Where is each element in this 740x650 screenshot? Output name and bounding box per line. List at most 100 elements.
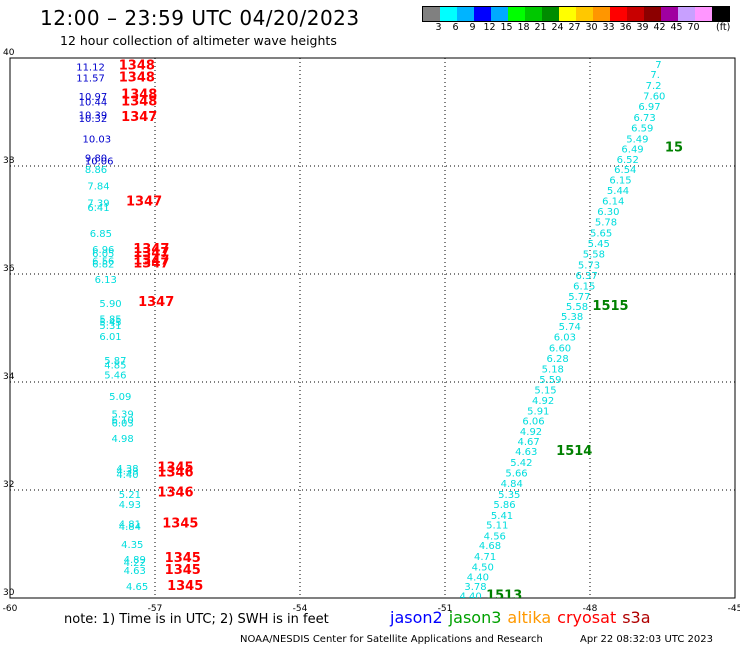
color-swatch [695, 7, 712, 21]
pass-time-label: 1347 [138, 295, 174, 310]
wave-height-point: 5.49 [626, 134, 648, 145]
wave-height-point: 4.98 [112, 434, 134, 445]
wave-height-point: 5.87 [104, 356, 126, 367]
pass-time-label: 1347 [133, 257, 169, 272]
x-tick-label: -48 [583, 604, 598, 614]
color-swatch [661, 7, 678, 21]
y-tick-label: 38 [3, 156, 15, 166]
pass-time-label: 1347 [121, 110, 157, 125]
pass-time-label: 1345 [162, 516, 198, 531]
color-scale-label: 24 [551, 22, 564, 33]
wave-height-point: 6.54 [614, 165, 636, 176]
wave-height-point: 6.59 [631, 124, 653, 135]
wave-height-point: 4.40 [467, 572, 489, 583]
wave-height-point: 4.84 [119, 522, 141, 533]
color-swatch [576, 7, 593, 21]
wave-height-point: 5.11 [486, 521, 508, 532]
wave-height-point: 6.10 [112, 415, 134, 426]
wave-height-point: 6.15 [573, 281, 595, 292]
color-scale-unit: (ft) [716, 22, 731, 33]
color-scale-label: 15 [500, 22, 513, 33]
wave-height-point: 4.40 [116, 470, 138, 481]
color-swatch [712, 7, 729, 21]
wave-height-point: 6.96 [92, 245, 114, 256]
pass-time-label: 1348 [119, 59, 155, 74]
wave-height-point: 5.45 [588, 239, 610, 250]
y-tick-label: 32 [3, 480, 14, 490]
color-scale-label: 33 [602, 22, 615, 33]
color-swatch [644, 7, 661, 21]
wave-height-point: 11.57 [76, 73, 105, 84]
color-swatch [593, 7, 610, 21]
wave-height-point: 6.15 [609, 176, 631, 187]
color-scale-label: 27 [568, 22, 581, 33]
wave-height-point: 6.60 [549, 343, 571, 354]
wave-height-point: 5.74 [559, 322, 581, 333]
y-tick-label: 30 [3, 588, 15, 598]
wave-height-point: 5.44 [607, 186, 629, 197]
satellite-legend-s3a: s3a [622, 608, 651, 627]
color-scale-labels: 3 6 9 12 15 18 21 24 27 30 33 36 39 42 45 70 [422, 22, 702, 33]
color-scale-label: 45 [670, 22, 683, 33]
wave-height-point: 5.41 [491, 511, 513, 522]
wave-height-point: 5.38 [561, 312, 583, 323]
wave-height-point: 5.21 [119, 490, 141, 501]
color-scale-label: 70 [687, 22, 700, 33]
color-swatch [559, 7, 576, 21]
wave-height-point: 4.92 [532, 396, 554, 407]
color-scale-label: 3 [435, 22, 442, 33]
x-tick-label: -51 [438, 604, 453, 614]
wave-height-point: 5.90 [99, 299, 121, 310]
wave-height-point: 6.01 [99, 332, 121, 343]
satellite-legend-jason3: jason3 [448, 608, 502, 627]
wave-height-point: 5.59 [539, 375, 561, 386]
wave-height-point: 4.65 [126, 582, 148, 593]
wave-height-point: 5.58 [583, 249, 605, 260]
color-scale-label: 9 [469, 22, 476, 33]
wave-height-point: 5.39 [112, 409, 134, 420]
pass-time-label: 1514 [556, 444, 592, 459]
wave-height-point: 6.97 [638, 102, 660, 113]
color-scale-label: 6 [452, 22, 459, 33]
wave-height-point: 4.84 [501, 479, 523, 490]
wave-height-point: 5.86 [493, 500, 515, 511]
wave-height-point: 4.93 [119, 500, 141, 511]
wave-height-point: 4.85 [104, 361, 126, 372]
satellite-legend-jason2: jason2 [390, 608, 443, 627]
color-swatch [508, 7, 525, 21]
color-scale-bar [422, 6, 730, 22]
wave-height-point: 7.2 [646, 81, 662, 92]
x-tick-label: -60 [3, 604, 18, 614]
wave-height-point: 6.49 [621, 145, 643, 156]
pass-time-label: 1347 [133, 254, 169, 269]
wave-height-point: 7 [655, 60, 661, 71]
pass-time-label: 15 [665, 141, 683, 156]
wave-height-point: 5.77 [568, 292, 590, 303]
wave-height-point: 4.89 [124, 555, 146, 566]
wave-height-point: 3.78 [464, 582, 486, 593]
color-swatch [440, 7, 457, 21]
color-scale-label: 39 [636, 22, 649, 33]
color-scale-label: 12 [483, 22, 496, 33]
pass-time-label: 1348 [119, 70, 155, 85]
color-scale-label: 30 [585, 22, 598, 33]
color-swatch [491, 7, 508, 21]
plot-frame [9, 57, 736, 599]
satellite-legend-altika: altika [507, 608, 552, 627]
y-tick-label: 36 [3, 264, 15, 274]
wave-height-point: 4.71 [474, 552, 496, 563]
wave-height-point: 10.39 [79, 111, 108, 122]
wave-height-point: 6.28 [547, 354, 569, 365]
wave-height-point: 7.84 [87, 181, 109, 192]
wave-height-point: 4.81 [119, 519, 141, 530]
pass-time-label: 1345 [165, 563, 201, 578]
pass-time-label: 1513 [486, 588, 522, 603]
wave-height-point: 5.18 [542, 365, 564, 376]
footnote: note: 1) Time is in UTC; 2) SWH is in fe… [64, 612, 329, 627]
pass-time-label: 1346 [157, 486, 193, 501]
wave-height-point: 4.63 [515, 447, 537, 458]
wave-height-point: 6.41 [87, 203, 109, 214]
wave-height-point: 8.86 [85, 165, 107, 176]
wave-height-point: 6.73 [634, 113, 656, 124]
wave-height-point: 5.65 [590, 228, 612, 239]
